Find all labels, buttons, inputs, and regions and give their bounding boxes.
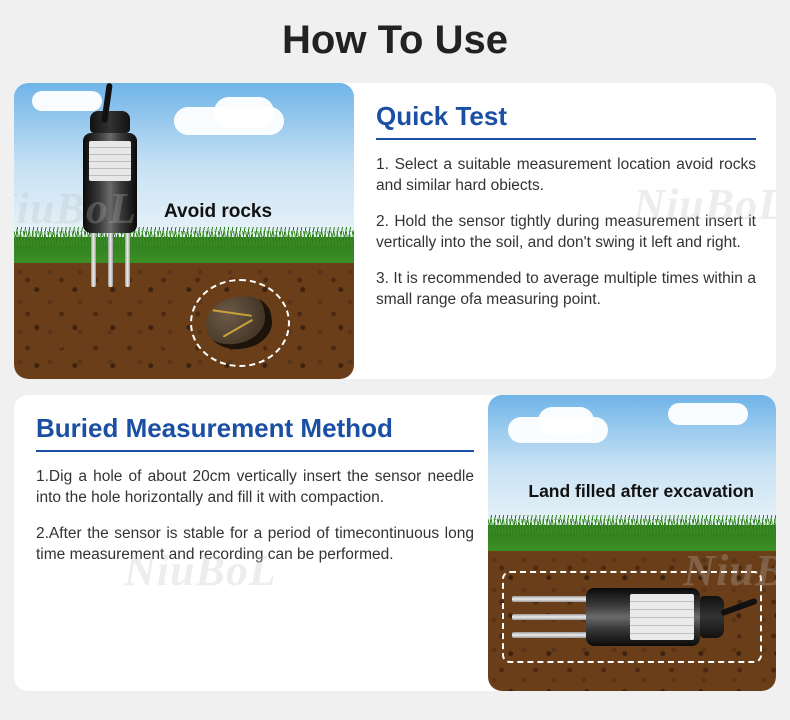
quick-test-card: Avoid rocks NiuBoL Quick Test 1. Select … bbox=[14, 83, 776, 379]
buried-text: Buried Measurement Method 1.Dig a hole o… bbox=[14, 395, 488, 691]
sensor-vertical-icon bbox=[80, 111, 140, 287]
buried-heading: Buried Measurement Method bbox=[36, 413, 474, 444]
page-title: How To Use bbox=[0, 0, 790, 83]
quick-test-step: 3. It is recommended to average multiple… bbox=[376, 268, 756, 311]
quick-test-illustration: Avoid rocks NiuBoL bbox=[14, 83, 354, 379]
sensor-horizontal-icon bbox=[512, 587, 758, 647]
buried-method-card: Buried Measurement Method 1.Dig a hole o… bbox=[14, 395, 776, 691]
heading-underline bbox=[376, 138, 756, 140]
heading-underline bbox=[36, 450, 474, 452]
land-filled-label: Land filled after excavation bbox=[528, 481, 754, 502]
quick-test-step: 1. Select a suitable measurement locatio… bbox=[376, 154, 756, 197]
cloud-icon bbox=[32, 91, 102, 111]
sky bbox=[488, 395, 776, 525]
avoid-rocks-label: Avoid rocks bbox=[164, 201, 272, 223]
quick-test-text: Quick Test 1. Select a suitable measurem… bbox=[354, 83, 776, 379]
quick-test-heading: Quick Test bbox=[376, 101, 756, 132]
buried-step: 1.Dig a hole of about 20cm vertically in… bbox=[36, 466, 474, 509]
cloud-icon bbox=[668, 403, 748, 425]
quick-test-step: 2. Hold the sensor tightly during measur… bbox=[376, 211, 756, 254]
buried-step: 2.After the sensor is stable for a perio… bbox=[36, 523, 474, 566]
cloud-icon bbox=[538, 407, 594, 435]
soil bbox=[14, 263, 354, 379]
buried-illustration: Land filled after excavation NiuBoL bbox=[488, 395, 776, 691]
cloud-icon bbox=[214, 97, 274, 127]
